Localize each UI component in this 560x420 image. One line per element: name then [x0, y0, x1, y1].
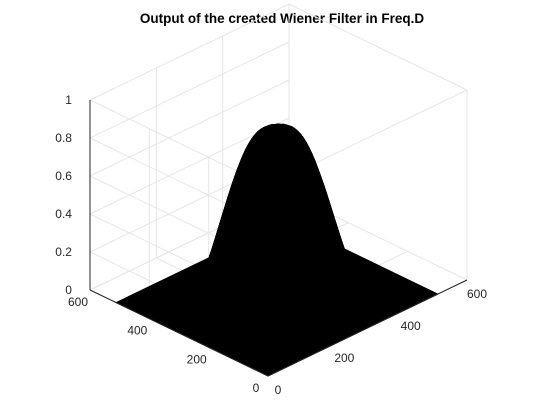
z-tick-label: 0.8 [55, 131, 72, 145]
z-tick-label: 0.4 [55, 207, 72, 221]
z-tick-label: 1 [65, 93, 72, 107]
x-tick-label: 600 [467, 287, 487, 301]
surface-plot [114, 123, 439, 377]
y-tick-label: 600 [68, 295, 88, 309]
chart-title: Output of the created Wiener Filter in F… [140, 11, 424, 26]
x-tick-label: 200 [334, 351, 354, 365]
x-tick-label: 400 [401, 319, 421, 333]
x-axis-line [267, 279, 468, 377]
y-tick-label: 200 [187, 352, 207, 366]
x-tick-label: 0 [275, 383, 282, 397]
z-tick-label: 0.6 [55, 169, 72, 183]
y-axis-line [89, 289, 269, 377]
z-tick-label: 0 [65, 283, 72, 297]
y-tick-label: 0 [253, 381, 260, 395]
back-wall-grid-z [89, 3, 290, 101]
back-wall-grid-z [89, 41, 290, 139]
z-tick-label: 0.2 [55, 245, 72, 259]
frame-edge [288, 3, 468, 91]
y-tick-label: 400 [127, 324, 147, 338]
back-wall-grid-z [89, 79, 290, 177]
